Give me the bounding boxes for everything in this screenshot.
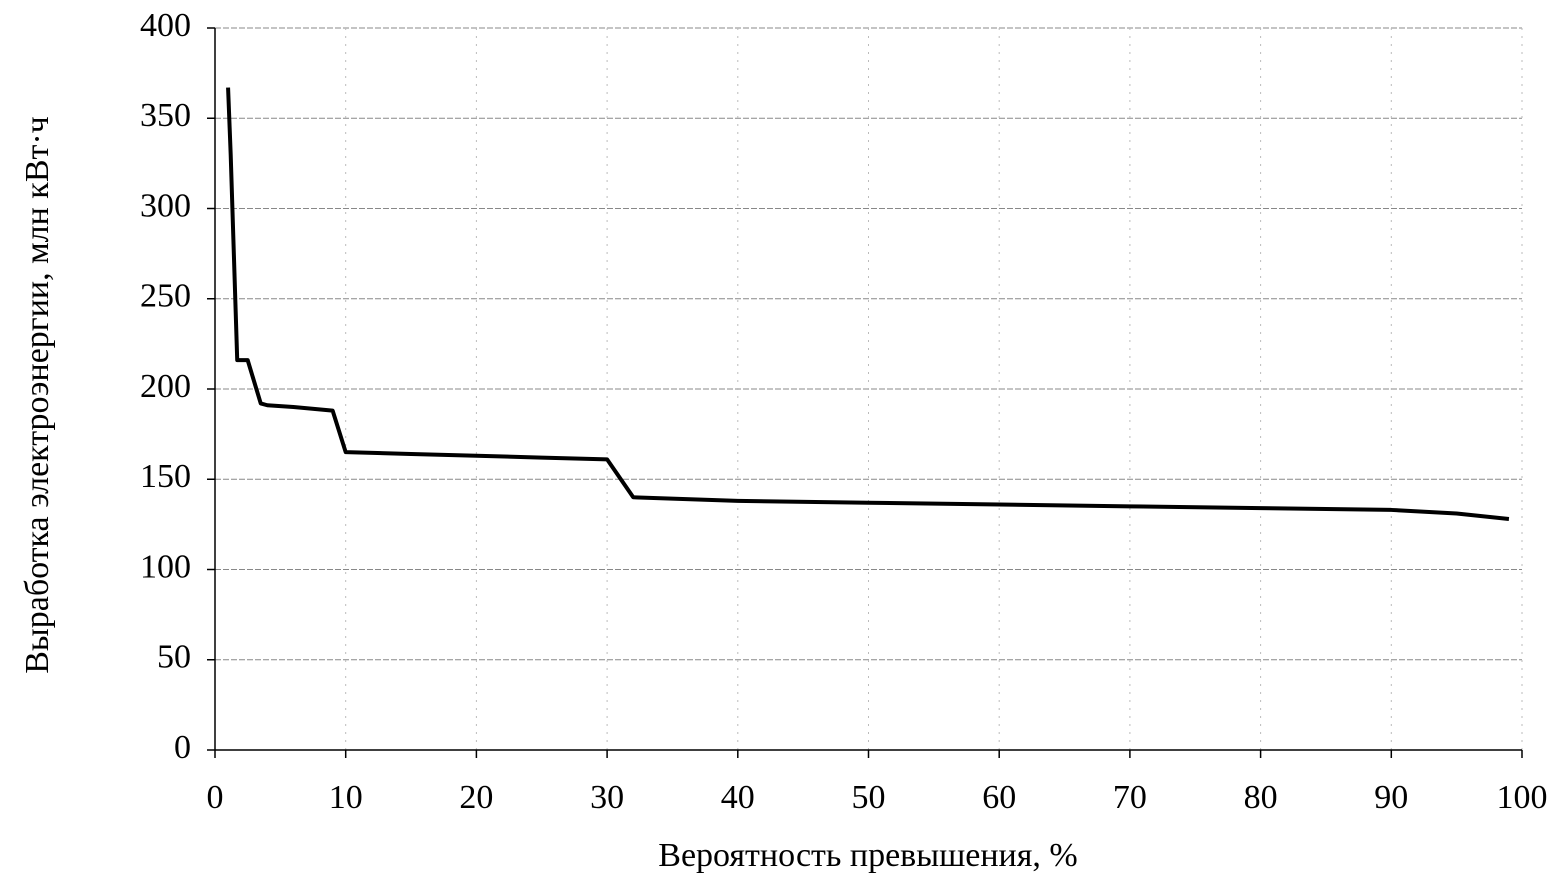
y-axis-label: Выработка электроэнергии, млн кВт·ч (19, 116, 56, 674)
y-tick-label: 0 (174, 729, 191, 766)
x-tick-label: 20 (459, 779, 493, 816)
y-tick-label: 350 (140, 97, 191, 134)
x-tick-label: 90 (1374, 779, 1408, 816)
x-tick-label: 10 (329, 779, 363, 816)
x-tick-label: 60 (982, 779, 1016, 816)
data-line (226, 87, 1510, 521)
y-tick-label: 150 (140, 458, 191, 495)
x-tick-label: 40 (721, 779, 755, 816)
y-tick-label: 250 (140, 278, 191, 315)
x-axis-label: Вероятность превышения, % (658, 837, 1077, 874)
x-tick-label: 80 (1244, 779, 1278, 816)
x-tick-label: 70 (1113, 779, 1147, 816)
x-tick-label: 0 (207, 779, 224, 816)
y-tick-label: 50 (157, 639, 191, 676)
y-tick-label: 100 (140, 548, 191, 585)
x-tick-label: 50 (852, 779, 886, 816)
x-tick-label: 30 (590, 779, 624, 816)
y-tick-label: 300 (140, 187, 191, 224)
x-tick-label: 100 (1497, 779, 1548, 816)
y-tick-label: 400 (140, 7, 191, 44)
y-tick-label: 200 (140, 368, 191, 405)
